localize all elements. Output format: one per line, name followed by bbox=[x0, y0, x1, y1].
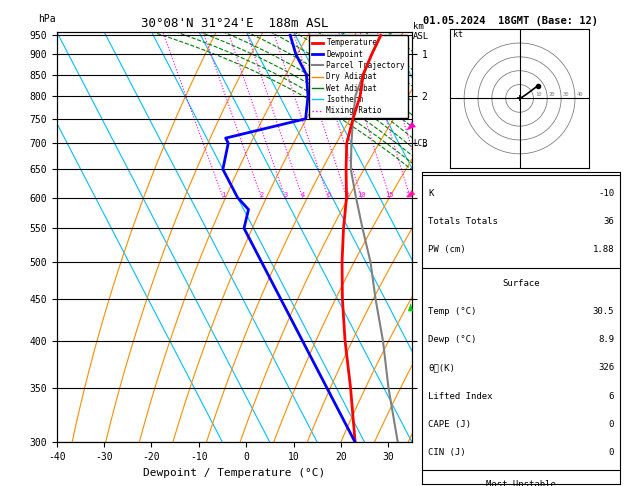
Text: 15: 15 bbox=[386, 191, 394, 197]
Text: 0: 0 bbox=[609, 419, 615, 429]
Text: 8: 8 bbox=[345, 191, 349, 197]
Text: kt: kt bbox=[453, 31, 463, 39]
Text: 10: 10 bbox=[357, 191, 366, 197]
Text: Totals Totals: Totals Totals bbox=[428, 217, 498, 226]
Text: θᴄ(K): θᴄ(K) bbox=[428, 364, 455, 372]
Text: Surface: Surface bbox=[503, 279, 540, 288]
Text: hPa: hPa bbox=[38, 14, 55, 24]
Text: 01.05.2024  18GMT (Base: 12): 01.05.2024 18GMT (Base: 12) bbox=[423, 16, 598, 26]
Text: km
ASL: km ASL bbox=[413, 22, 429, 40]
Text: CIN (J): CIN (J) bbox=[428, 448, 465, 457]
Text: K: K bbox=[428, 189, 433, 198]
Text: 40: 40 bbox=[576, 92, 583, 97]
Text: Temp (°C): Temp (°C) bbox=[428, 307, 476, 316]
Legend: Temperature, Dewpoint, Parcel Trajectory, Dry Adiabat, Wet Adiabat, Isotherm, Mi: Temperature, Dewpoint, Parcel Trajectory… bbox=[309, 35, 408, 118]
Text: CAPE (J): CAPE (J) bbox=[428, 419, 471, 429]
Text: PW (cm): PW (cm) bbox=[428, 245, 465, 254]
Text: 2: 2 bbox=[259, 191, 264, 197]
Text: LCL: LCL bbox=[413, 139, 427, 148]
Text: ◄: ◄ bbox=[402, 186, 418, 203]
Text: 4: 4 bbox=[301, 191, 305, 197]
Text: 326: 326 bbox=[598, 364, 615, 372]
Text: Most Unstable: Most Unstable bbox=[486, 481, 556, 486]
Text: ◄: ◄ bbox=[403, 302, 417, 311]
Text: 6: 6 bbox=[326, 191, 330, 197]
Text: 1: 1 bbox=[221, 191, 225, 197]
Text: 30: 30 bbox=[562, 92, 569, 97]
Text: 30.5: 30.5 bbox=[593, 307, 615, 316]
Text: 8.9: 8.9 bbox=[598, 335, 615, 345]
Text: 1.88: 1.88 bbox=[593, 245, 615, 254]
Text: Lifted Index: Lifted Index bbox=[428, 392, 493, 400]
Text: 3: 3 bbox=[283, 191, 287, 197]
Text: 0: 0 bbox=[609, 448, 615, 457]
X-axis label: Dewpoint / Temperature (°C): Dewpoint / Temperature (°C) bbox=[143, 468, 325, 478]
Text: 20: 20 bbox=[548, 92, 555, 97]
Title: 30°08'N 31°24'E  188m ASL: 30°08'N 31°24'E 188m ASL bbox=[140, 17, 328, 31]
Text: 20: 20 bbox=[406, 191, 415, 197]
Y-axis label: Mixing Ratio (g/kg): Mixing Ratio (g/kg) bbox=[438, 181, 448, 293]
Text: -10: -10 bbox=[598, 189, 615, 198]
Text: ◄: ◄ bbox=[401, 116, 420, 137]
Text: 6: 6 bbox=[609, 392, 615, 400]
Text: Dewp (°C): Dewp (°C) bbox=[428, 335, 476, 345]
Text: 36: 36 bbox=[603, 217, 615, 226]
Text: 10: 10 bbox=[535, 92, 542, 97]
